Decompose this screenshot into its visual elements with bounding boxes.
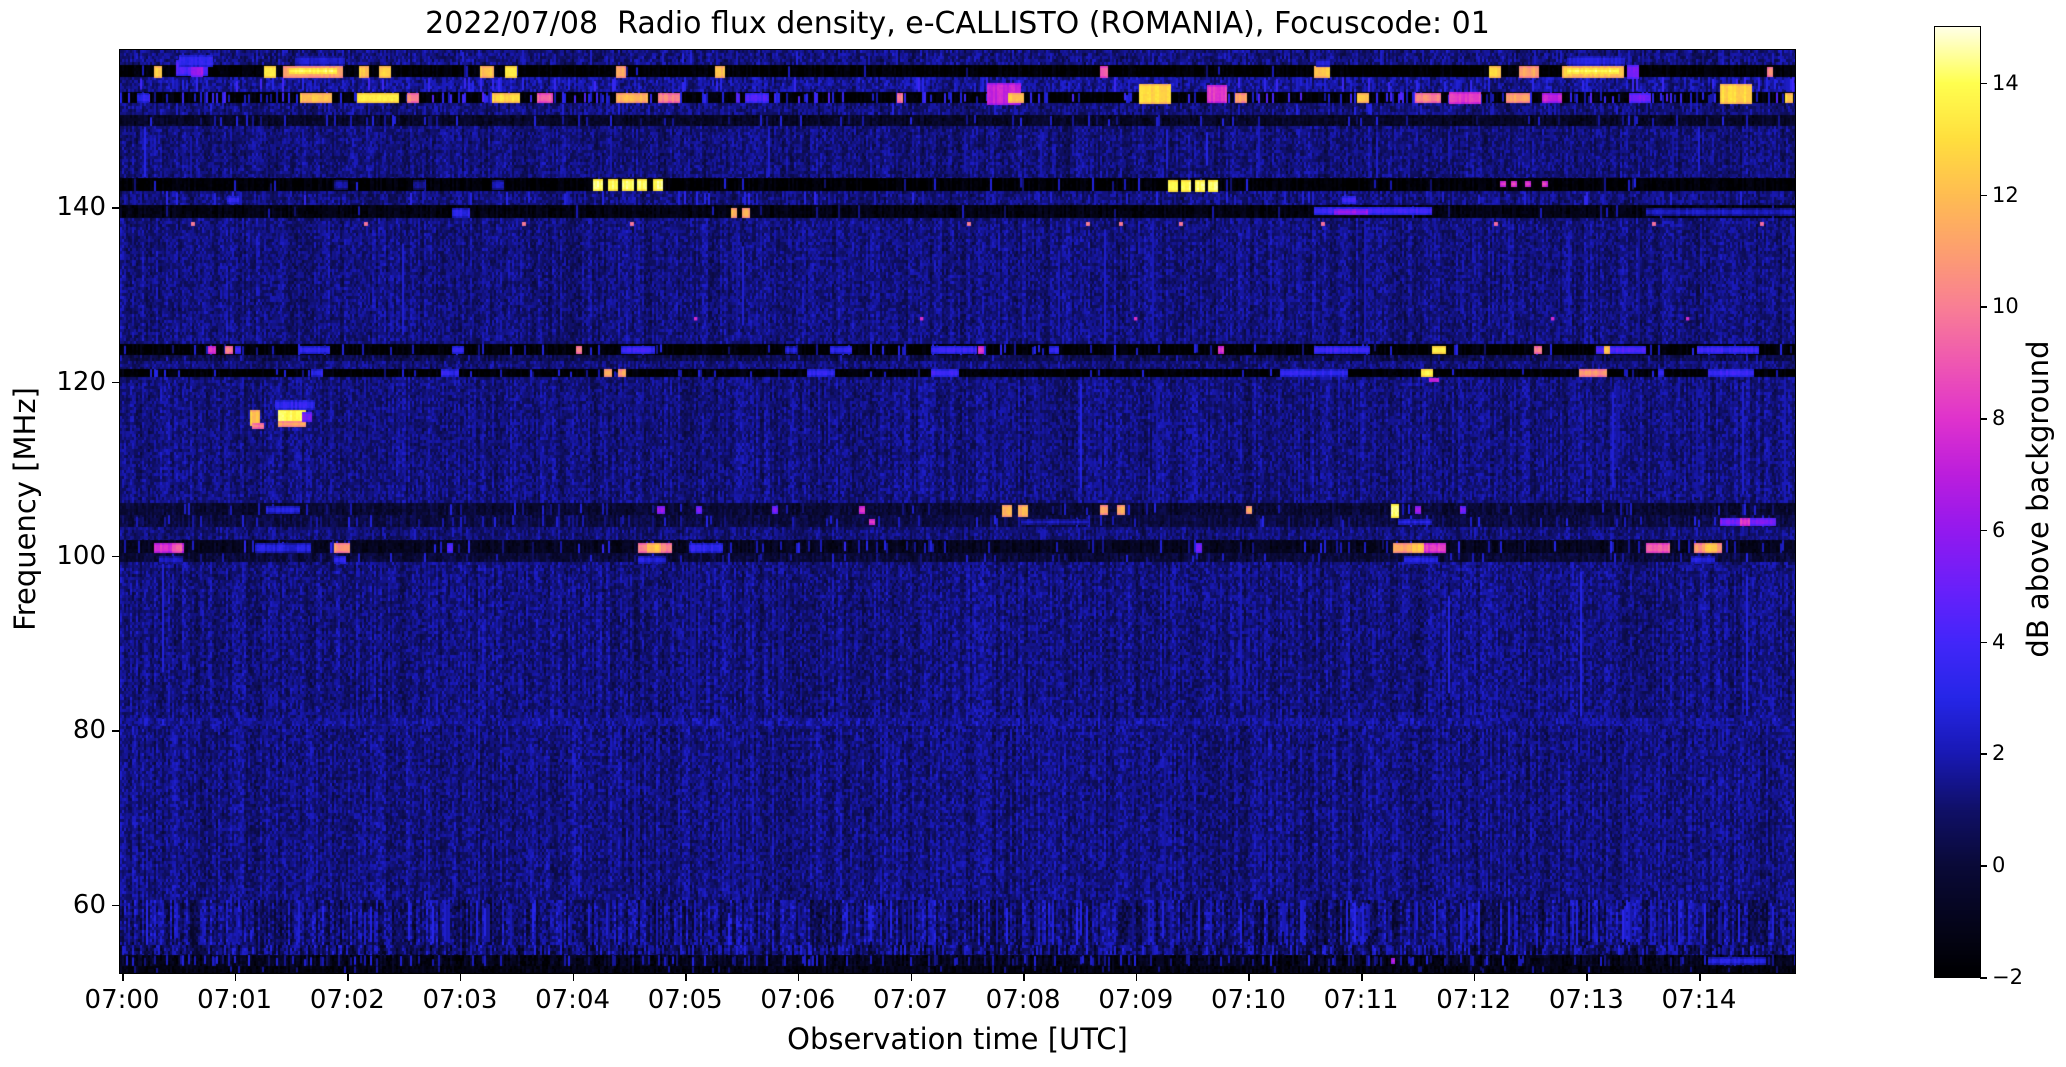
x-tick-mark [347,973,349,981]
y-tick-mark [112,730,120,732]
x-tick-label: 07:02 [309,985,385,1015]
y-tick-label: 100 [56,540,106,571]
x-tick-label: 07:07 [873,985,948,1015]
y-tick-mark [112,381,120,383]
x-tick-mark [1699,973,1701,981]
spectrogram-canvas [120,50,1795,973]
x-tick-mark [1586,973,1588,981]
colorbar-tick-label: 8 [1992,406,2006,431]
x-tick-label: 07:03 [422,985,498,1015]
x-tick-mark [797,973,800,981]
x-tick-mark [1023,973,1025,981]
y-tick-mark [112,904,120,907]
x-tick-mark [910,973,912,981]
colorbar-tick-label: 4 [1992,629,2006,654]
x-axis-label: Observation time [UTC] [787,1022,1128,1056]
y-tick-mark [112,207,120,209]
colorbar-tick-label: 0 [1992,853,2006,878]
colorbar-tick-label: 6 [1992,517,2006,542]
y-tick-label: 120 [56,366,106,397]
x-tick-mark [1473,973,1476,981]
y-tick-label: 140 [56,192,106,223]
x-tick-label: 07:13 [1548,985,1624,1015]
colorbar-tick-mark [1980,641,1987,644]
colorbar-tick-label: 14 [1992,70,2019,95]
x-tick-label: 07:00 [84,985,160,1015]
x-tick-mark [1135,973,1138,981]
colorbar-label: dB above background [2021,340,2055,658]
colorbar-tick-label: 2 [1992,741,2006,766]
x-tick-label: 07:08 [985,985,1061,1015]
colorbar-tick-mark [1980,753,1987,755]
x-tick-label: 07:04 [535,985,611,1015]
colorbar-tick-mark [1980,418,1987,420]
y-tick-mark [112,555,120,558]
x-tick-label: 07:06 [760,985,836,1015]
x-tick-label: 07:10 [1210,985,1286,1015]
x-tick-mark [1361,973,1363,981]
colorbar-tick-label: 12 [1992,182,2019,207]
colorbar-tick-label: 10 [1992,294,2019,319]
y-tick-label: 60 [72,889,106,920]
colorbar-border [1934,26,1981,978]
x-tick-mark [122,973,124,981]
colorbar-tick-mark [1980,306,1987,308]
y-tick-label: 80 [72,715,106,746]
colorbar-tick-mark [1980,194,1987,197]
x-tick-mark [459,973,462,981]
plot-border [119,49,1796,974]
chart-title: 2022/07/08 Radio flux density, e-CALLIST… [425,6,1490,41]
colorbar-tick-mark [1980,977,1987,979]
x-tick-mark [685,973,687,981]
x-tick-label: 07:09 [1098,985,1174,1015]
x-tick-mark [572,973,575,981]
colorbar-tick-label: −2 [1992,965,2023,989]
y-axis-label: Frequency [MHz] [8,386,42,631]
x-tick-label: 07:12 [1436,985,1512,1015]
colorbar-canvas [1935,27,1980,977]
x-tick-label: 07:05 [647,985,723,1015]
x-tick-label: 07:11 [1323,985,1399,1015]
colorbar-tick-mark [1980,529,1987,532]
x-tick-label: 07:14 [1661,985,1737,1015]
x-tick-label: 07:01 [197,985,273,1015]
x-tick-mark [1248,973,1250,981]
colorbar-tick-mark [1980,865,1987,867]
colorbar-tick-mark [1980,82,1987,85]
x-tick-mark [234,973,237,981]
